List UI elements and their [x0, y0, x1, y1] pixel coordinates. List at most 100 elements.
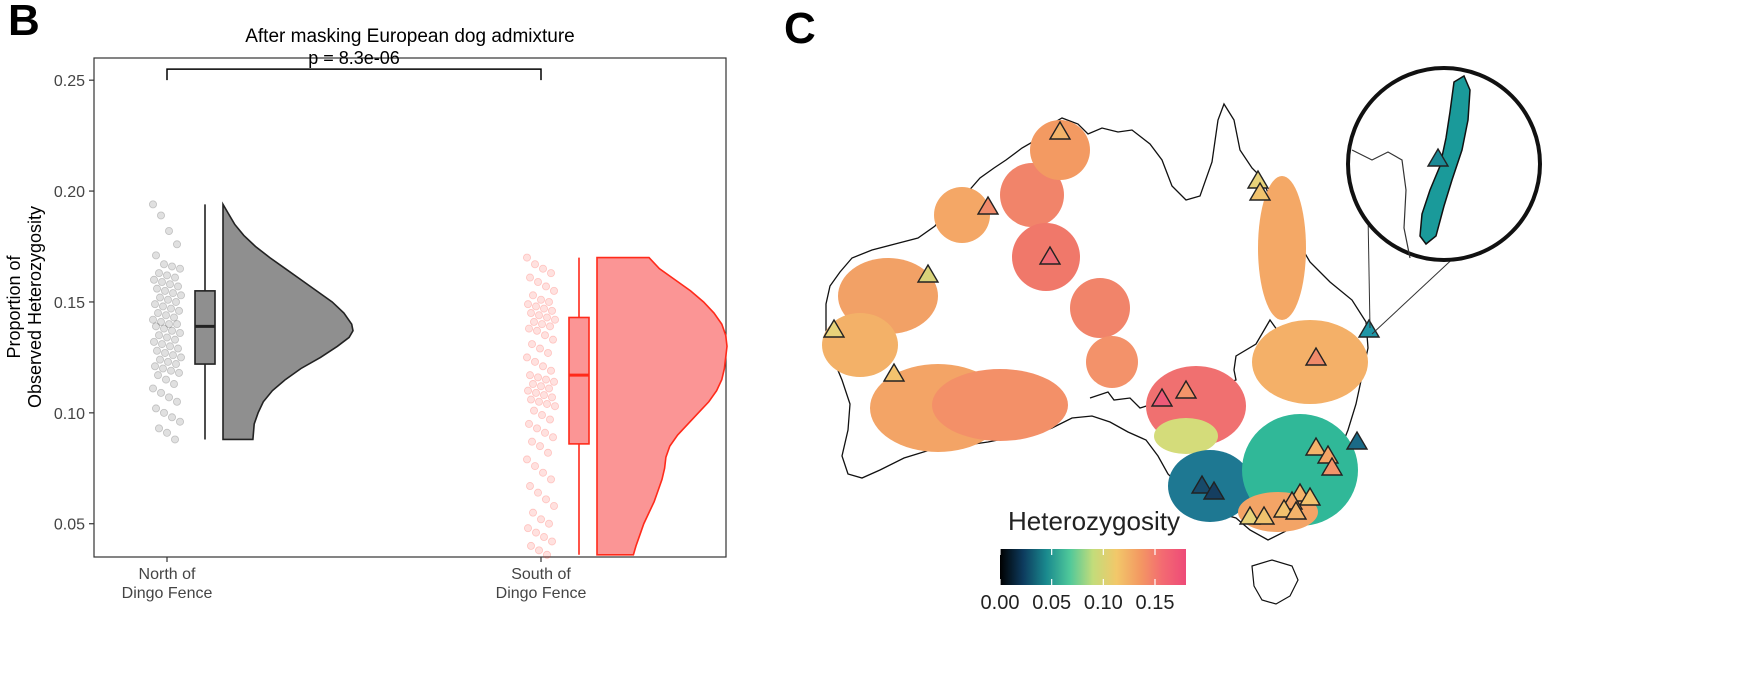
- data-point: [530, 317, 539, 326]
- y-tick-label: 0.05: [54, 517, 85, 534]
- data-point: [540, 533, 549, 542]
- data-point: [152, 346, 161, 355]
- data-point: [148, 384, 157, 393]
- p-value-label: p = 8.3e-06: [308, 48, 400, 68]
- surface-central-north: [1070, 278, 1130, 338]
- sample-marker: [1038, 245, 1062, 265]
- data-point: [529, 508, 538, 517]
- data-point: [526, 371, 535, 380]
- group-south: South of Dingo Fence: [496, 253, 728, 602]
- data-point: [170, 435, 179, 444]
- data-point: [531, 357, 540, 366]
- data-point: [153, 371, 162, 380]
- data-point: [166, 304, 175, 313]
- data-point: [168, 289, 177, 298]
- data-point: [551, 315, 560, 324]
- y-axis-title-line2: Observed Heterozygosity: [25, 206, 45, 408]
- chart-title: After masking European dog admixture: [245, 26, 575, 47]
- surface-kimberley-east: [1000, 163, 1064, 227]
- legend-title: Heterozygosity: [1008, 506, 1180, 536]
- sample-marker: [1252, 505, 1276, 525]
- data-point: [160, 348, 169, 357]
- data-point: [539, 264, 548, 273]
- data-point: [527, 541, 536, 550]
- data-point: [150, 300, 159, 309]
- data-point: [165, 280, 174, 289]
- data-point: [149, 337, 158, 346]
- data-point: [159, 408, 168, 417]
- y-tick-label: 0.10: [54, 406, 85, 423]
- data-point: [536, 442, 545, 451]
- data-point: [545, 297, 554, 306]
- data-point: [157, 277, 166, 286]
- data-point: [537, 515, 546, 524]
- data-point: [542, 495, 551, 504]
- sample-marker: [1345, 430, 1369, 450]
- surface-flinders: [1154, 418, 1218, 454]
- surface-top-end: [1030, 120, 1090, 180]
- data-point: [523, 253, 532, 262]
- data-point: [172, 397, 181, 406]
- data-point: [545, 384, 554, 393]
- data-point: [148, 315, 157, 324]
- data-point: [161, 311, 170, 320]
- inset-mainland-coast: [1351, 149, 1411, 259]
- data-point: [174, 368, 183, 377]
- data-point: [167, 413, 176, 422]
- data-point: [164, 226, 173, 235]
- data-point: [172, 320, 181, 329]
- data-point: [551, 402, 560, 411]
- data-point: [528, 437, 537, 446]
- data-point: [153, 309, 162, 318]
- data-point: [546, 322, 555, 331]
- plot-area-frame: [93, 57, 727, 558]
- y-tick-label: 0.15: [54, 295, 85, 312]
- data-point: [166, 366, 175, 375]
- sample-marker: [1150, 387, 1174, 407]
- data-point: [154, 424, 163, 433]
- data-point: [165, 342, 174, 351]
- data-point: [548, 393, 557, 402]
- data-point: [167, 326, 176, 335]
- data-point: [175, 329, 184, 338]
- sample-markers: [822, 120, 1381, 525]
- data-point: [544, 348, 553, 357]
- data-point: [548, 537, 557, 546]
- data-point: [538, 320, 547, 329]
- data-point: [156, 317, 165, 326]
- data-point: [532, 528, 541, 537]
- data-point: [538, 411, 547, 420]
- surface-central-south: [1086, 336, 1138, 388]
- data-point: [536, 344, 545, 353]
- data-point: [546, 415, 555, 424]
- data-point: [155, 355, 164, 364]
- raincloud-chart: After masking European dog admixture Pro…: [4, 26, 728, 602]
- sample-marker: [976, 195, 1000, 215]
- bracket-line: [166, 68, 542, 81]
- data-point: [173, 344, 182, 353]
- data-point: [175, 417, 184, 426]
- data-point: [535, 397, 544, 406]
- data-point: [157, 340, 166, 349]
- data-point: [148, 200, 157, 209]
- data-point: [526, 482, 535, 491]
- data-point: [170, 335, 179, 344]
- sample-marker: [1304, 436, 1328, 456]
- data-point: [161, 375, 170, 384]
- sample-marker: [1248, 181, 1272, 201]
- surface-north-west-coast: [934, 187, 990, 243]
- colorbar-tick-label: 0.05: [1032, 592, 1071, 614]
- data-point: [524, 524, 533, 533]
- data-point: [524, 386, 533, 395]
- y-axis-title-line1: Proportion of: [4, 254, 24, 358]
- data-point: [525, 324, 534, 333]
- colorbar-tick-label: 0.00: [981, 592, 1020, 614]
- data-point: [523, 455, 532, 464]
- inset-zoom: [1346, 66, 1542, 335]
- data-point: [523, 353, 532, 362]
- data-point: [156, 211, 165, 220]
- data-point: [533, 424, 542, 433]
- data-point: [545, 519, 554, 528]
- data-point: [543, 313, 552, 322]
